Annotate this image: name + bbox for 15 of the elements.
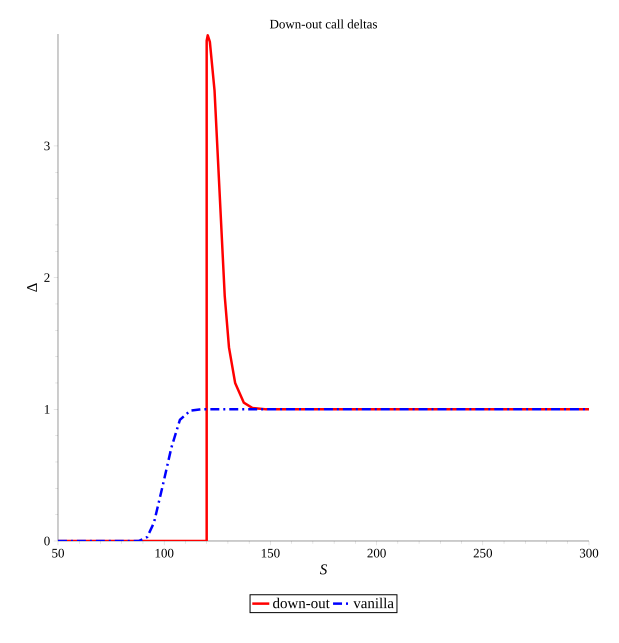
x-tick-label: 200 [367, 548, 386, 558]
y-axis-title: Δ [27, 283, 37, 292]
x-tick-label: 300 [580, 548, 598, 558]
chart-title: Down-out call deltas [270, 19, 377, 28]
x-tick-label: 50 [52, 548, 64, 558]
x-tick-label: 250 [474, 548, 492, 558]
legend-label: vanilla [353, 598, 394, 608]
y-tick-label: 3 [44, 142, 50, 150]
x-tick-label: 100 [156, 548, 174, 558]
y-tick-label: 0 [44, 536, 50, 546]
y-tick-label: 2 [44, 273, 50, 282]
y-tick-label: 1 [44, 405, 50, 414]
legend-label: down-out [273, 598, 330, 608]
x-tick-label: 150 [262, 548, 280, 558]
x-axis-title: S [320, 564, 327, 574]
